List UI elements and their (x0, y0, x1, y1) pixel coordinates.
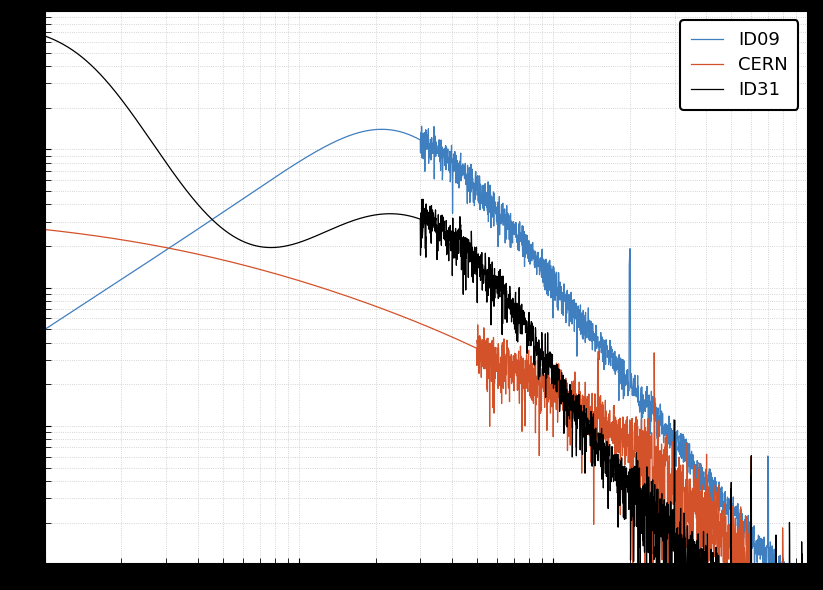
CERN (172, 246, 182, 253)
ID31 (172, 175, 182, 182)
ID09 (802, 587, 812, 590)
ID31 (40, 32, 50, 40)
ID09 (365, 127, 375, 134)
ID09 (172, 239, 182, 246)
CERN (40, 226, 50, 233)
ID31 (332, 223, 342, 230)
CERN (127, 238, 137, 245)
Line: ID31: ID31 (45, 36, 807, 590)
CERN (365, 301, 375, 308)
ID31 (127, 110, 137, 117)
ID09 (40, 326, 50, 333)
CERN (332, 289, 342, 296)
Legend: ID09, CERN, ID31: ID09, CERN, ID31 (680, 20, 798, 110)
ID31 (705, 575, 715, 582)
Line: CERN: CERN (45, 230, 807, 590)
Line: ID09: ID09 (45, 126, 807, 590)
ID09 (332, 137, 342, 144)
CERN (705, 536, 715, 543)
ID31 (365, 212, 375, 219)
ID09 (127, 269, 137, 276)
ID09 (705, 481, 715, 489)
ID09 (416, 123, 426, 130)
